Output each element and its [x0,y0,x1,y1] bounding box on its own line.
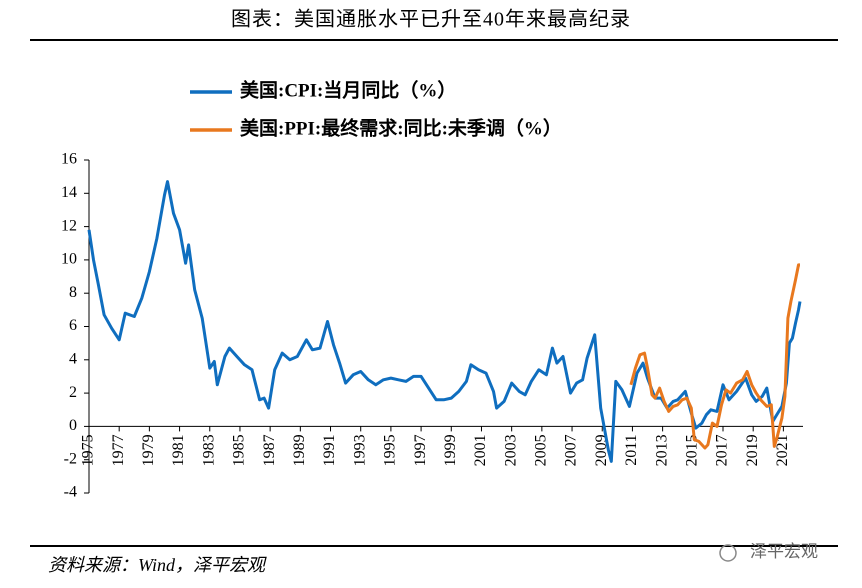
legend-label: 美国:CPI:当月同比（%） [240,78,456,101]
watermark: 泽平宏观 [750,542,818,561]
x-tick-label: 2001 [472,434,489,466]
series-line [87,180,802,463]
x-tick-label: 2011 [623,434,640,465]
y-tick-label: 2 [69,384,77,401]
x-tick-label: 1991 [321,434,338,466]
x-tick-label: 2007 [563,434,580,466]
x-tick-label: 1983 [200,434,217,466]
y-tick-label: 8 [69,284,77,301]
x-tick-label: 1987 [261,434,278,466]
legend-label: 美国:PPI:最终需求:同比:未季调（%） [240,116,562,139]
x-tick-label: 1997 [412,434,429,466]
x-tick-label: 2015 [683,434,700,466]
y-tick-label: 10 [61,251,77,268]
y-tick-label: 12 [61,217,77,234]
x-tick-label: 2003 [502,434,519,466]
y-tick-label: -2 [64,450,77,467]
y-tick-label: 0 [69,417,77,434]
y-tick-label: -4 [64,484,77,501]
x-tick-label: 1981 [170,434,187,466]
x-tick-label: 1979 [140,434,157,466]
x-tick-label: 1977 [110,434,127,466]
series-line [629,263,800,450]
x-tick-label: 2017 [714,434,731,466]
x-tick-label: 2005 [533,434,550,466]
x-tick-label: 1985 [231,434,248,466]
x-tick-label: 2019 [744,434,761,466]
x-tick-label: 2021 [774,434,791,466]
x-tick-label: 1993 [351,434,368,466]
x-tick-label: 1999 [442,434,459,466]
source-note: 资料来源：Wind，泽平宏观 [48,555,267,575]
y-tick-label: 16 [61,151,77,168]
x-tick-label: 1995 [382,434,399,466]
x-tick-label: 1975 [80,434,97,466]
y-tick-label: 14 [61,184,77,201]
x-tick-label: 2013 [653,434,670,466]
x-tick-label: 1989 [291,434,308,466]
watermark-icon [719,544,737,562]
y-tick-label: 4 [69,350,77,367]
y-tick-label: 6 [69,317,77,334]
chart-title: 图表：美国通胀水平已升至40年来最高纪录 [231,8,631,31]
